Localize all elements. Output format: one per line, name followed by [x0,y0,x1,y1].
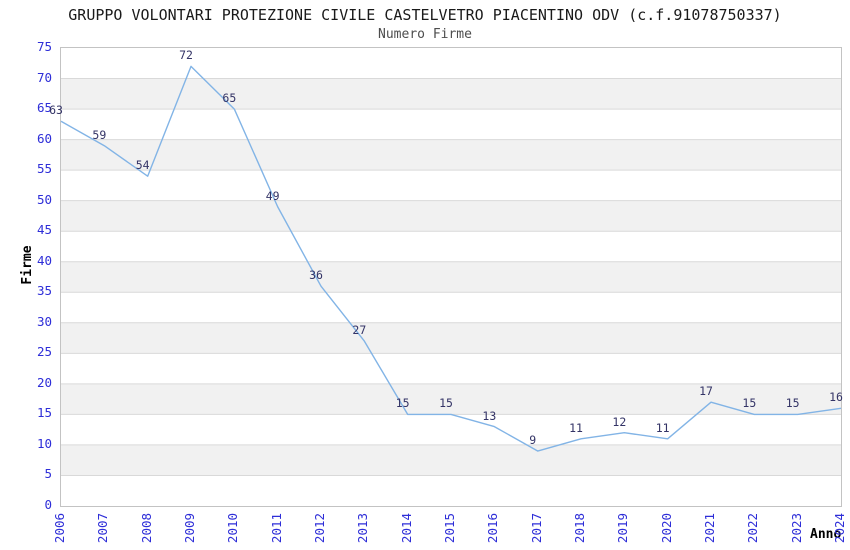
point-value-label: 27 [352,323,367,338]
point-value-label: 49 [265,188,280,203]
point-value-label: 16 [829,390,843,405]
y-tick-label: 55 [36,161,52,177]
x-tick-label: 2007 [95,512,111,544]
x-tick-label: 2024 [832,512,847,544]
y-tick-label: 35 [36,283,52,299]
x-tick-label: 2013 [355,512,371,544]
plot-band [61,139,841,171]
y-tick-label: 20 [36,374,52,390]
x-tick-label: 2021 [702,512,717,544]
x-tick-label: 2015 [442,512,457,544]
y-tick-label: 30 [36,313,52,329]
plot-band [61,475,841,506]
point-value-label: 65 [222,91,237,106]
x-tick-label: 2019 [615,512,631,544]
y-tick-label: 40 [36,252,52,268]
plot-band [61,383,841,415]
y-tick-label: 75 [36,39,52,54]
plot-band [61,444,841,476]
plot-band [61,109,841,140]
plot-band [61,200,841,232]
y-tick-label: 50 [36,191,52,207]
plot-area [60,47,842,507]
x-tick-label: 2016 [485,512,501,544]
point-value-label: 15 [785,396,800,411]
chart-subtitle: Numero Firme [378,27,472,42]
point-value-label: 63 [49,103,63,118]
plot-band [61,322,841,354]
x-tick-label: 2008 [138,512,154,544]
plot-band [61,170,841,201]
point-value-label: 15 [439,396,453,411]
series-line [60,65,842,452]
plot-band [61,353,841,384]
x-axis-label: Anno [810,527,842,542]
x-tick-label: 2009 [182,512,197,544]
y-tick-label: 15 [36,405,52,421]
point-value-label: 13 [482,408,497,423]
plot-band [61,78,841,110]
x-tick-label: 2023 [788,512,804,544]
chart-title: GRUPPO VOLONTARI PROTEZIONE CIVILE CASTE… [68,6,782,24]
point-value-label: 59 [92,127,107,142]
y-tick-label: 25 [36,344,52,360]
point-value-label: 9 [529,433,537,448]
x-tick-label: 2014 [398,512,414,544]
y-tick-label: 65 [36,100,52,116]
y-tick-label: 45 [36,222,52,238]
x-tick-label: 2012 [312,512,327,544]
y-tick-label: 60 [36,130,52,146]
x-tick-label: 2020 [658,512,674,544]
x-tick-label: 2006 [52,512,67,544]
point-value-label: 12 [612,414,627,429]
plot-band [61,414,841,445]
x-tick-label: 2018 [572,512,587,544]
y-tick-label: 70 [36,69,52,85]
point-value-label: 11 [655,420,670,435]
y-tick-label: 0 [44,497,52,512]
plot-band [61,231,841,262]
point-value-label: 17 [699,384,713,399]
point-value-label: 11 [569,420,583,435]
x-tick-label: 2017 [528,512,544,544]
x-tick-label: 2022 [745,512,761,544]
plot-band [61,48,841,79]
y-tick-label: 5 [44,466,52,482]
point-value-label: 15 [742,396,757,411]
plot-band [61,261,841,293]
point-value-label: 36 [309,268,323,283]
point-value-label: 72 [179,48,193,63]
plot-canvas [60,48,842,506]
x-tick-label: 2011 [268,512,284,544]
point-value-label: 15 [395,396,410,411]
y-tick-label: 10 [36,435,52,451]
plot-band [61,292,841,323]
point-value-label: 54 [135,158,150,173]
x-tick-label: 2010 [225,512,241,544]
